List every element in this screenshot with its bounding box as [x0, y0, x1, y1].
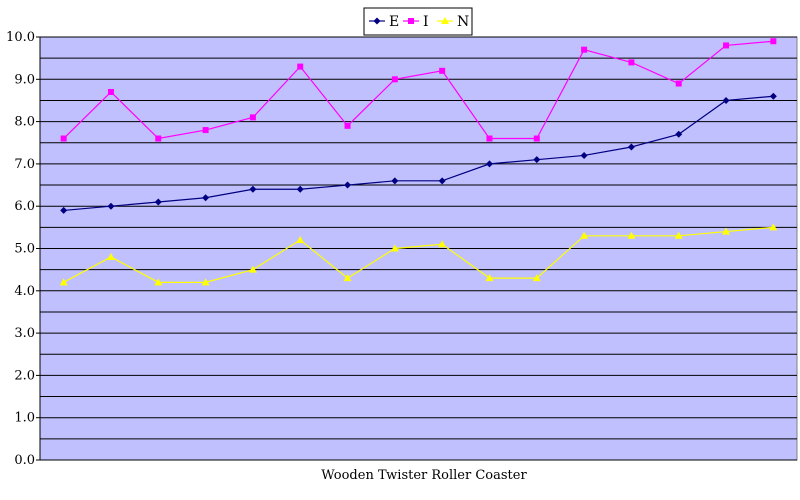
data-point-marker: [107, 88, 114, 95]
data-point-marker: [674, 231, 683, 239]
data-point-marker: [201, 278, 210, 286]
data-point-marker: [438, 177, 446, 185]
series-line: [63, 95, 774, 212]
data-point-marker: [155, 135, 162, 142]
data-point-marker: [391, 76, 398, 83]
data-point-marker: [59, 278, 68, 286]
gridlines: [40, 36, 797, 440]
series-layer: [59, 38, 778, 286]
data-point-marker: [769, 92, 777, 100]
data-point-marker: [441, 17, 449, 24]
data-point-marker: [344, 122, 351, 129]
data-point-marker: [391, 177, 399, 185]
data-point-marker: [296, 185, 304, 193]
series-line: [63, 226, 774, 283]
legend-label: I: [423, 14, 429, 30]
data-point-marker: [106, 252, 115, 260]
y-tick-label: 1.0: [14, 411, 35, 426]
data-point-marker: [675, 80, 682, 87]
data-point-marker: [769, 223, 778, 231]
data-point-marker: [533, 135, 540, 142]
data-point-marker: [533, 156, 541, 164]
legend-entry-e: E: [369, 14, 399, 30]
y-axis-ticks: 0.0 1.0 2.0 3.0 4.0 5.0 6.0 7.0 8.0 9.0 10.0: [6, 30, 40, 468]
data-point-marker: [627, 231, 636, 239]
data-point-marker: [373, 17, 381, 25]
data-point-marker: [107, 202, 115, 210]
data-point-marker: [60, 206, 68, 214]
data-point-marker: [154, 198, 162, 206]
data-point-marker: [408, 18, 414, 24]
series-n: [59, 223, 778, 286]
y-tick-label: 7.0: [14, 157, 35, 172]
data-point-marker: [343, 274, 352, 282]
y-tick-label: 9.0: [14, 72, 35, 87]
y-tick-label: 10.0: [6, 30, 35, 45]
series-line: [63, 40, 774, 140]
data-point-marker: [296, 236, 305, 244]
y-tick-label: 2.0: [14, 368, 35, 383]
y-tick-label: 3.0: [14, 326, 35, 341]
legend-entry-n: N: [437, 14, 469, 30]
data-point-marker: [722, 227, 731, 235]
data-point-marker: [628, 59, 635, 66]
data-point-marker: [154, 278, 163, 286]
data-point-marker: [486, 135, 493, 142]
data-point-marker: [390, 244, 399, 252]
legend-label: E: [389, 14, 399, 30]
data-point-marker: [581, 46, 588, 53]
data-point-marker: [722, 96, 730, 104]
series-i: [60, 38, 777, 142]
data-point-marker: [485, 160, 493, 168]
data-point-marker: [202, 127, 209, 134]
data-point-marker: [202, 194, 210, 202]
data-point-marker: [439, 67, 446, 74]
data-point-marker: [532, 274, 541, 282]
y-tick-label: 8.0: [14, 115, 35, 130]
legend-label: N: [457, 14, 469, 30]
y-tick-label: 4.0: [14, 284, 35, 299]
data-point-marker: [60, 135, 67, 142]
data-point-marker: [770, 38, 777, 45]
data-point-marker: [344, 181, 352, 189]
data-point-marker: [249, 114, 256, 121]
data-point-marker: [627, 143, 635, 151]
data-point-marker: [248, 265, 257, 273]
data-point-marker: [485, 274, 494, 282]
data-point-marker: [249, 185, 257, 193]
data-point-marker: [297, 63, 304, 70]
x-axis-label: Wooden Twister Roller Coaster: [321, 468, 527, 483]
y-tick-label: 5.0: [14, 242, 35, 257]
y-tick-label: 0.0: [14, 453, 35, 468]
data-point-marker: [723, 42, 730, 49]
legend-entry-i: I: [403, 14, 429, 30]
series-e: [60, 92, 777, 214]
data-point-marker: [675, 130, 683, 138]
data-point-marker: [580, 151, 588, 159]
y-tick-label: 6.0: [14, 199, 35, 214]
data-point-marker: [438, 240, 447, 248]
data-point-marker: [580, 231, 589, 239]
